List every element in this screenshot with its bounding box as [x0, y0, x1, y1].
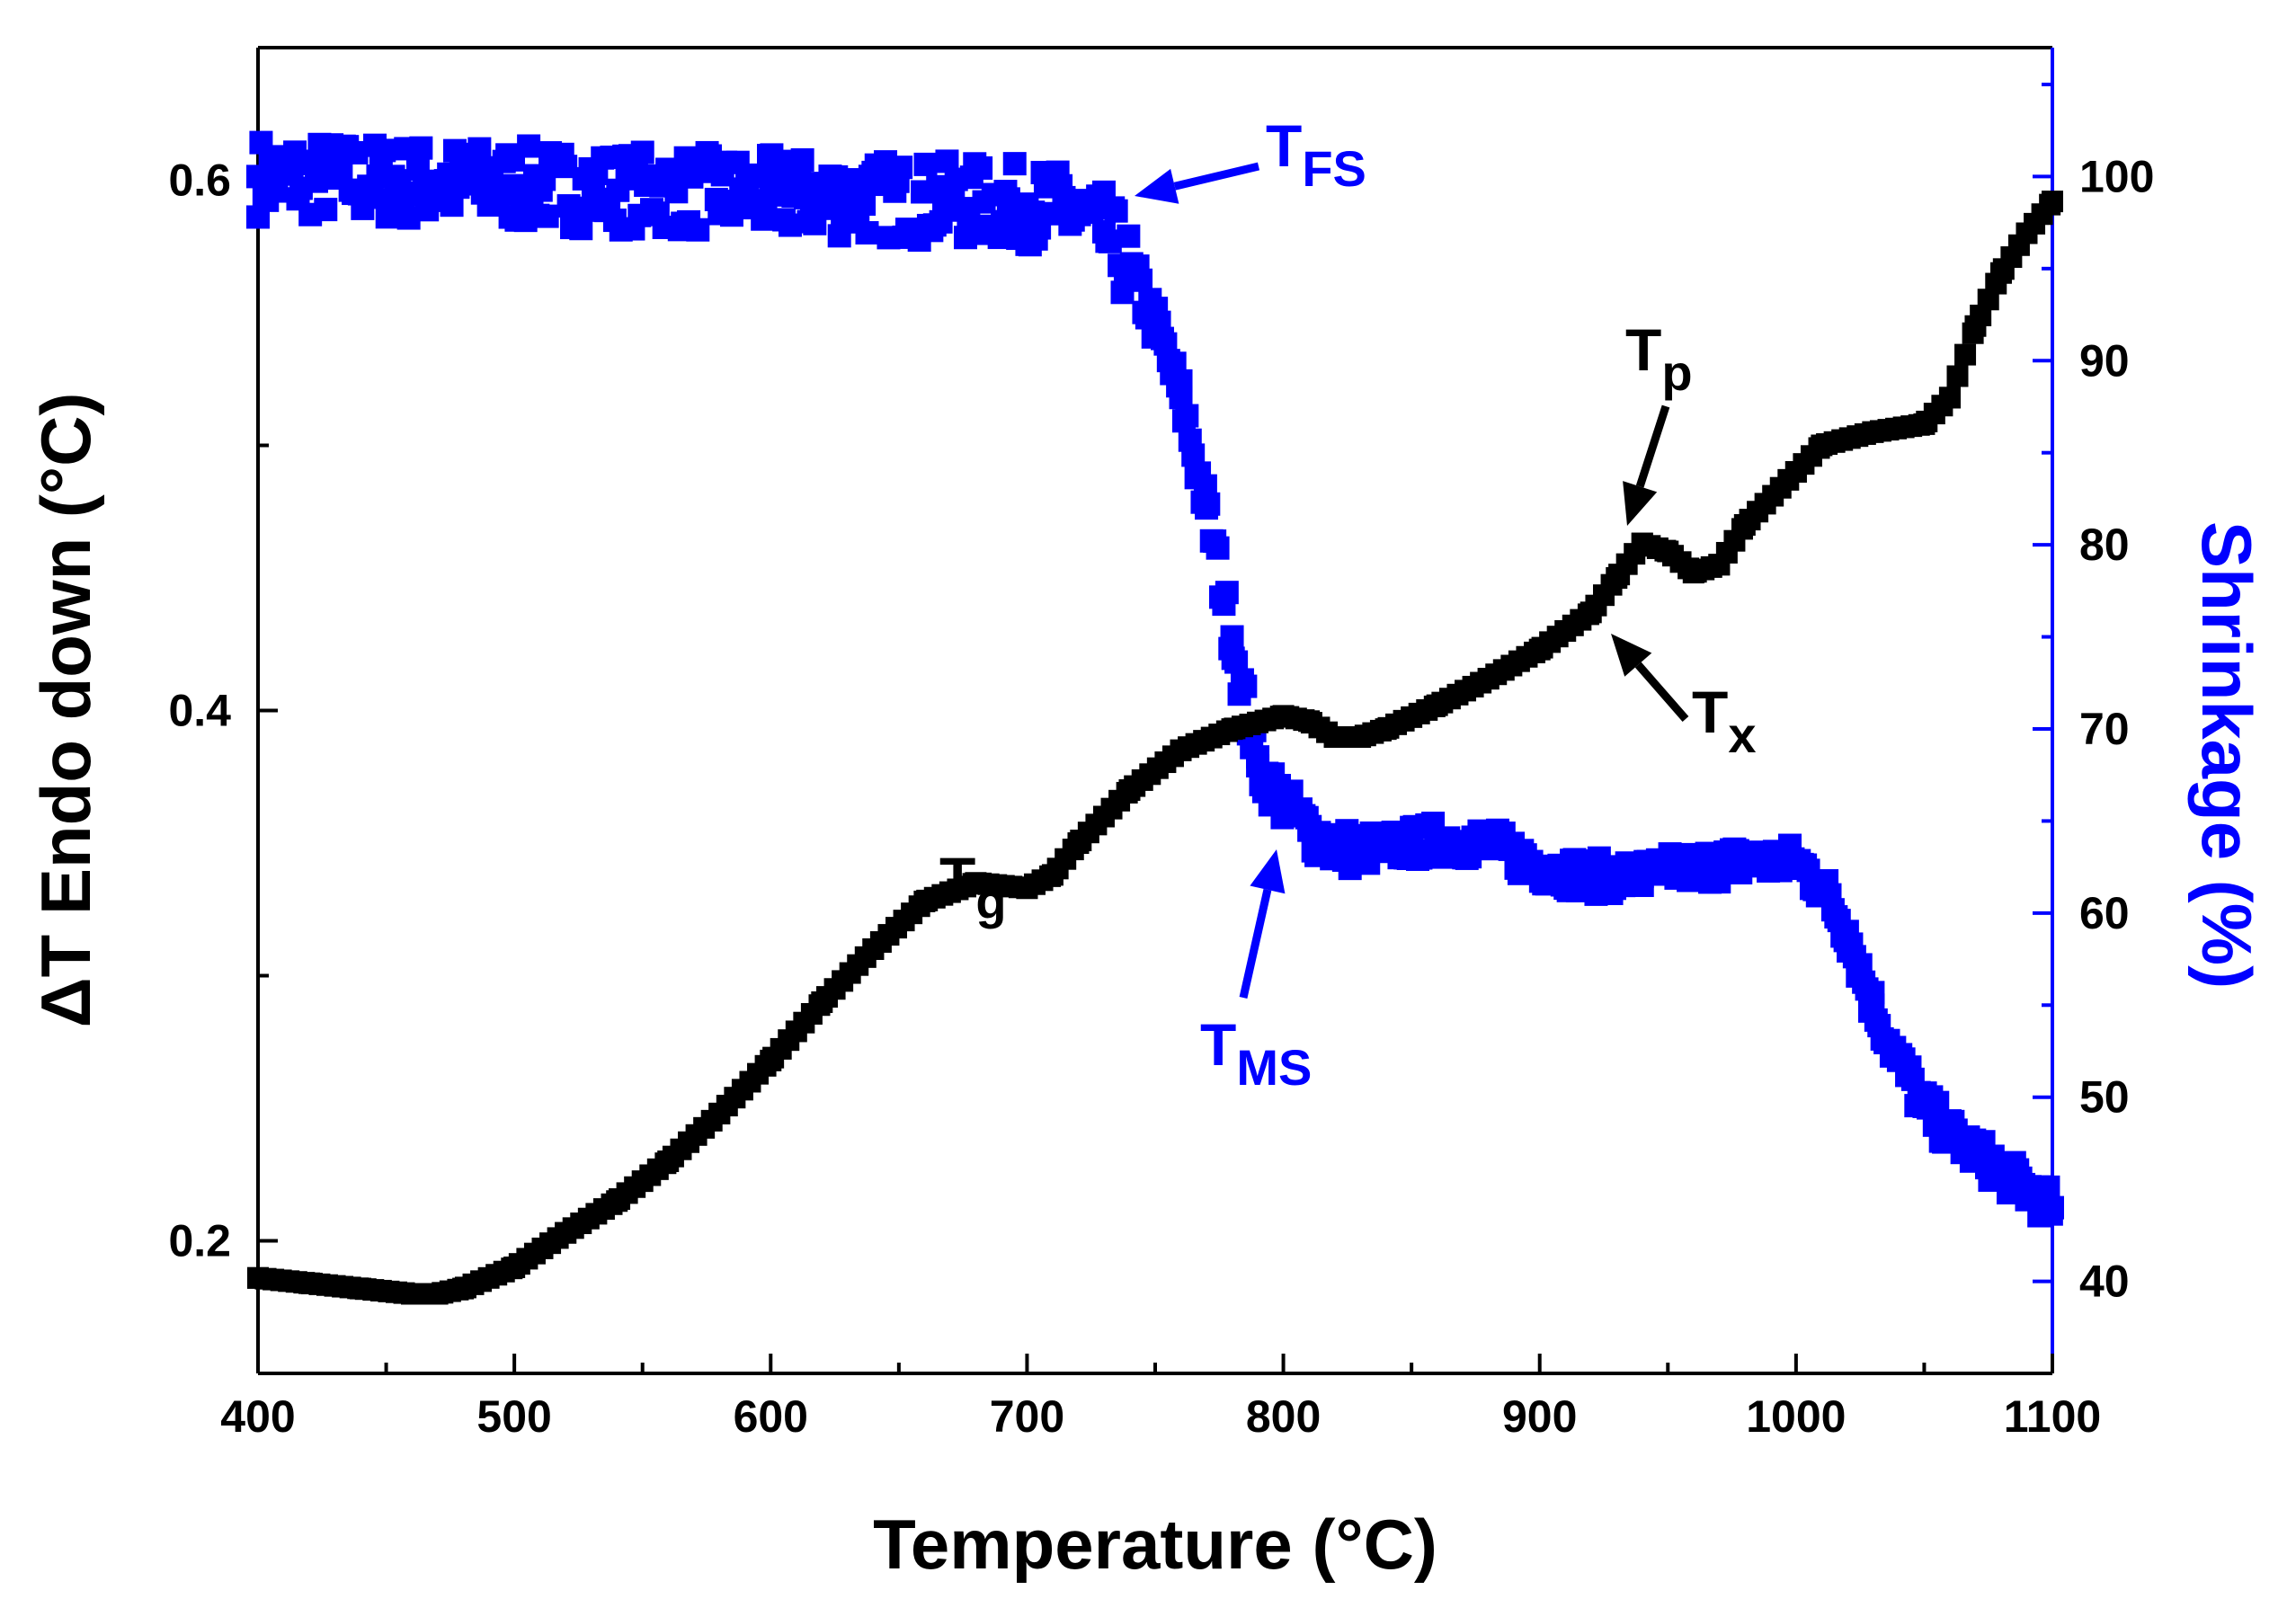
dta-marker	[1954, 343, 1977, 366]
tp-label: Tp	[1625, 316, 1693, 401]
x-tick-label: 700	[990, 1391, 1064, 1442]
shrinkage-series	[246, 130, 2064, 1228]
x-tick-label: 1000	[1746, 1391, 1846, 1442]
shrinkage-marker	[517, 134, 541, 158]
axis-ticks	[256, 82, 2054, 1373]
x-axis-title: Temperature (°C)	[873, 1505, 1437, 1584]
shrinkage-marker	[913, 152, 938, 176]
x-tick-label: 600	[734, 1391, 808, 1442]
shrinkage-marker	[2036, 1175, 2060, 1199]
shrinkage-marker	[372, 138, 396, 163]
plot-frame	[256, 46, 2054, 1375]
y-right-tick-label: 40	[2079, 1257, 2130, 1307]
y-left-tick-label: 0.4	[168, 686, 231, 736]
y-right-tick-label: 60	[2079, 888, 2130, 938]
tg-label: Tg	[939, 845, 1007, 929]
x-tick-label: 1100	[2004, 1391, 2101, 1442]
shrinkage-marker	[1169, 369, 1193, 393]
tfs-label: TFS	[1266, 112, 1366, 197]
shrinkage-marker	[1707, 870, 1731, 894]
dta-marker	[1938, 386, 1961, 409]
x-tick-label: 400	[220, 1391, 295, 1442]
shrinkage-marker	[409, 136, 433, 160]
arrow-tms	[1239, 849, 1286, 999]
y-right-tick-label: 100	[2079, 151, 2154, 201]
x-tick-label: 800	[1246, 1391, 1321, 1442]
shrinkage-marker	[1175, 404, 1199, 428]
y-left-axis-title: ΔT Endo down (°C)	[26, 393, 105, 1028]
annotation-labels: TFS TMS Tg Tp Tx	[939, 112, 1756, 1096]
shrinkage-marker	[1002, 152, 1027, 176]
dta-marker	[1946, 365, 1969, 387]
y-right-tick-label: 70	[2079, 704, 2130, 754]
arrow-tx	[1611, 634, 1689, 722]
y-right-axis-title: Shrinkage (%)	[2187, 521, 2266, 989]
y-right-tick-label: 50	[2079, 1072, 2130, 1123]
shrinkage-marker	[1206, 536, 1230, 560]
shrinkage-marker	[535, 204, 559, 228]
shrinkage-marker	[630, 140, 654, 164]
tick-labels: 400 500 600 700 800 900 1000 1100 0.2 0.4 0.6 40 50 6…	[168, 151, 2154, 1442]
shrinkage-marker	[852, 192, 877, 217]
arrow-tfs	[1135, 162, 1260, 204]
dta-series	[247, 191, 2063, 1305]
shrinkage-marker	[1215, 581, 1239, 605]
shrinkage-marker	[686, 218, 710, 242]
shrinkage-marker	[1104, 199, 1128, 223]
x-tick-label: 900	[1502, 1391, 1577, 1442]
tx-label: Tx	[1692, 679, 1756, 763]
shrinkage-marker	[532, 167, 556, 191]
shrinkage-marker	[889, 155, 913, 180]
shrinkage-marker	[314, 198, 338, 222]
shrinkage-marker	[2039, 1202, 2063, 1226]
y-right-tick-label: 90	[2079, 335, 2130, 386]
tms-label: TMS	[1200, 1011, 1312, 1096]
shrinkage-marker	[1197, 492, 1221, 516]
y-right-tick-label: 80	[2079, 520, 2130, 570]
shrinkage-marker	[790, 147, 814, 172]
y-left-tick-label: 0.2	[168, 1216, 231, 1266]
shrinkage-marker	[969, 155, 993, 180]
arrow-tp	[1623, 404, 1670, 526]
x-tick-label: 500	[476, 1391, 551, 1442]
shrinkage-marker	[1861, 981, 1885, 1005]
shrinkage-marker	[855, 221, 879, 245]
shrinkage-marker	[1117, 224, 1141, 248]
shrinkage-marker	[1233, 674, 1258, 698]
y-left-tick-label: 0.6	[168, 155, 231, 206]
annotation-arrows	[1135, 162, 1689, 999]
dta-marker	[2039, 193, 2061, 216]
